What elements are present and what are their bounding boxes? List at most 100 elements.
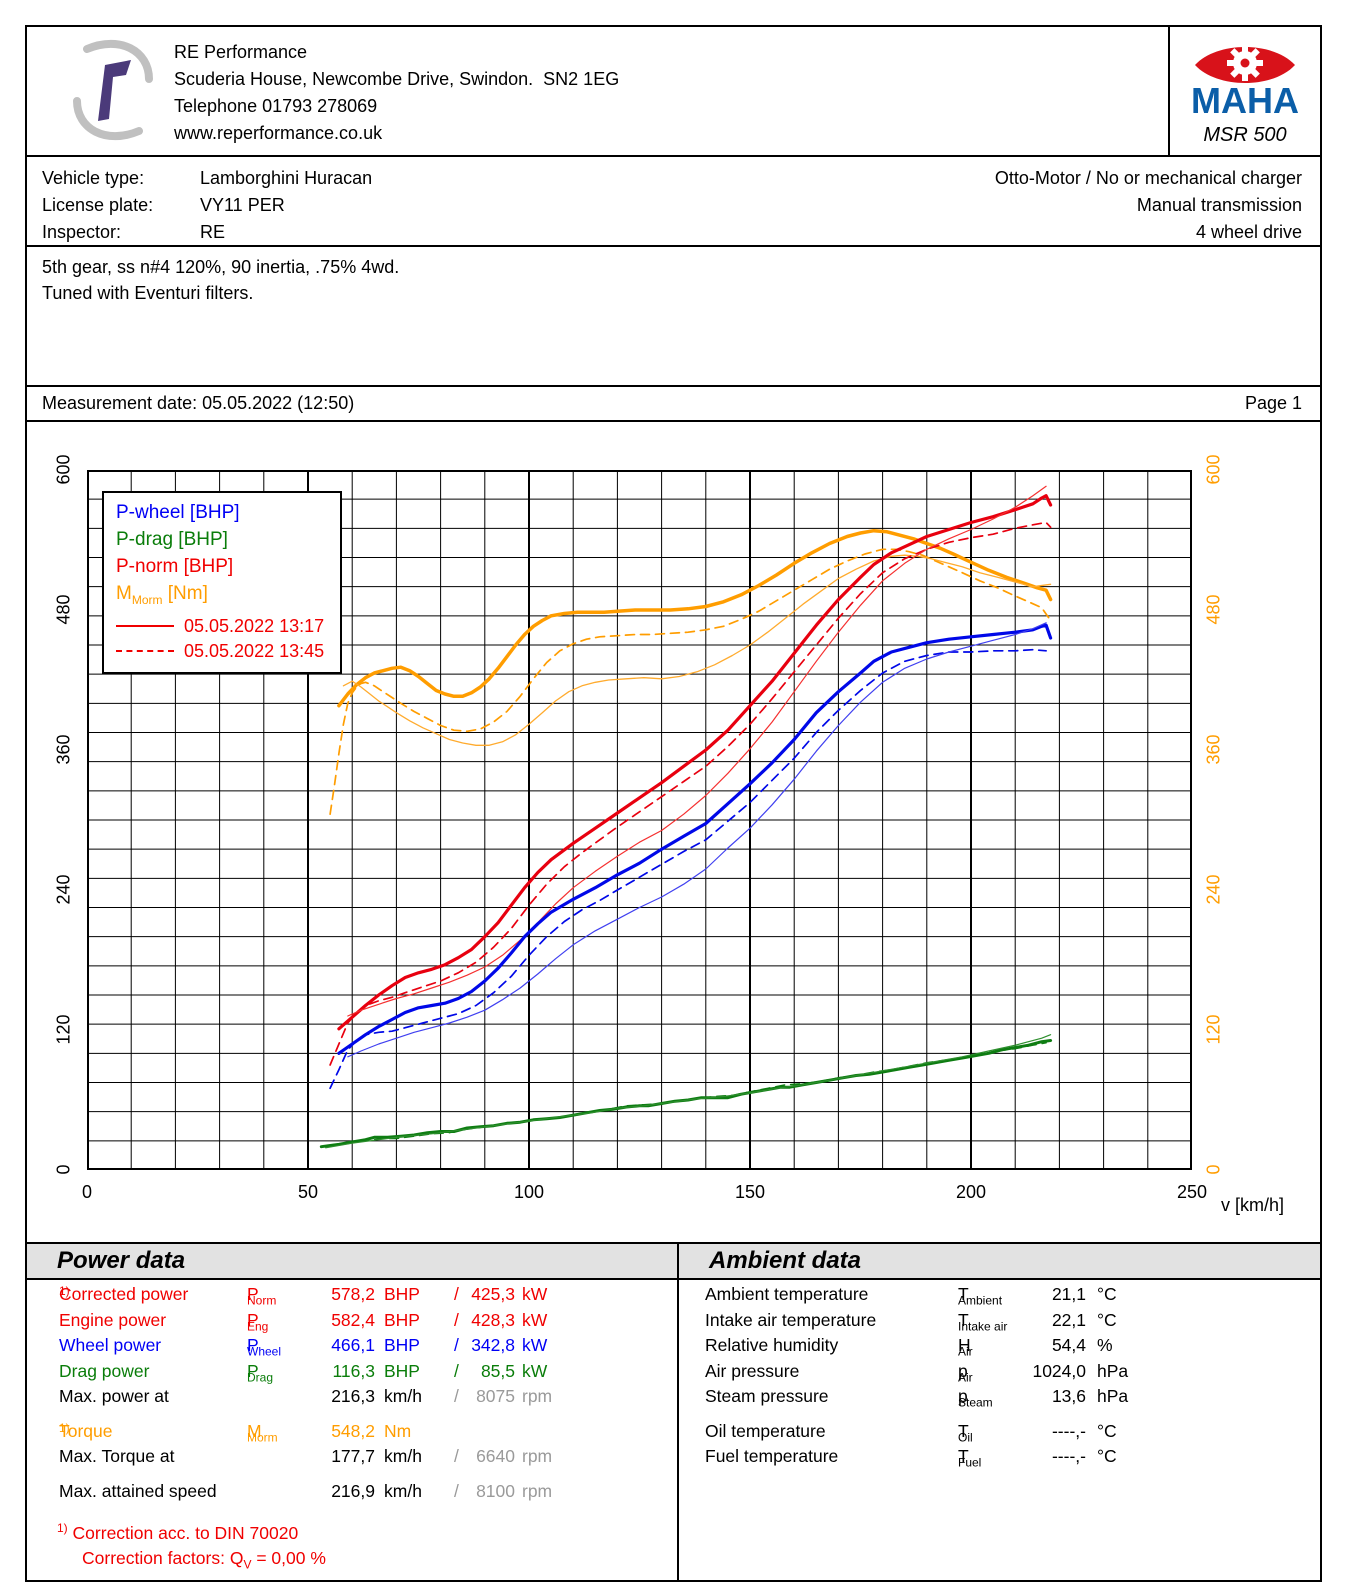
power-data-title: Power data	[57, 1247, 186, 1274]
ambient-data-row: Relative humidity H Air 54,4%	[679, 1335, 1320, 1361]
row-label: Corrected power 1)	[59, 1284, 189, 1304]
curve-pdrag-run1	[319, 1039, 1053, 1149]
row-value-2: 85,5	[480, 1360, 515, 1381]
row-symbol: P Drag	[247, 1360, 274, 1385]
license-plate-value: VY11 PER	[200, 195, 285, 215]
license-plate-label: License plate:	[42, 195, 154, 215]
row-unit-1: km/h	[384, 1386, 422, 1406]
drive-type: 4 wheel drive	[1195, 222, 1302, 242]
y-axis-label-left: 600	[53, 454, 74, 485]
engine-type: Otto-Motor / No or mechanical charger	[994, 168, 1302, 188]
curve-pnorm-run2	[329, 521, 1052, 1066]
transmission-type: Manual transmission	[1136, 195, 1302, 215]
ambient-data-row: Steam pressure p Steam 13,6 hPa	[679, 1386, 1320, 1412]
row-value-2: 425,3	[471, 1284, 515, 1304]
row-value-2: 428,3	[471, 1309, 515, 1330]
legend-run-date: 05.05.2022 13:17	[184, 615, 325, 636]
ambient-data-rows: Ambient temperature T Ambient 21,1 °C Intake …	[679, 1280, 1320, 1472]
ambient-data-column: Ambient data Ambient temperature T Ambient…	[679, 1242, 1320, 1580]
row-value-2: 8075	[476, 1386, 515, 1406]
power-data-row: Torque 1) M Morm 548,2 Nm	[27, 1421, 677, 1447]
legend-entry: P-drag [BHP]	[116, 529, 228, 550]
ambient-data-header: Ambient data	[679, 1242, 1320, 1280]
row-value-2: 6640	[476, 1446, 515, 1466]
solid-line-swatch-icon	[116, 625, 174, 628]
curve-pdrag-run3	[325, 1034, 1052, 1149]
header-section: RE Performance Scuderia House, Newcombe …	[27, 27, 1320, 157]
legend-run-date: 05.05.2022 13:45	[184, 640, 325, 661]
report-page: RE Performance Scuderia House, Newcombe …	[25, 25, 1322, 1582]
power-data-column: Power data Corrected power 1) P Norm 578,2 B…	[27, 1242, 679, 1580]
row-value: ----,-	[1051, 1420, 1086, 1441]
row-value-2: 342,8	[471, 1335, 515, 1355]
row-value-1: 582,4	[331, 1309, 375, 1330]
power-data-row: Drag power P Drag 116,3 BHP/85,5 kW	[59, 1360, 548, 1385]
power-data-row: Engine power P Eng 582,4 BHP/428,3 kW	[59, 1309, 548, 1334]
vehicle-info-left: Vehicle type: Lamborghini Huracan License…	[42, 165, 372, 246]
y-axis-label-left: 240	[53, 874, 74, 905]
footnote-line-2: Correction factors: QV = 0,00 %	[82, 1547, 326, 1572]
row-value-1: 548,2	[331, 1420, 375, 1441]
license-plate-row: License plate: VY11 PER	[42, 192, 372, 219]
inspector-row: Inspector: RE	[42, 219, 372, 246]
row-value: 1024,0	[1032, 1360, 1086, 1381]
row-unit-2: kW	[522, 1309, 548, 1330]
company-phone: Telephone 01793 278069	[174, 96, 378, 116]
power-data-row: Corrected power 1) P Norm 578,2 BHP / 425,3 kW	[27, 1284, 677, 1310]
vehicle-info-section: Vehicle type: Lamborghini Huracan License…	[27, 157, 1320, 247]
y-axis-label-left: 360	[53, 734, 74, 765]
row-unit: °C	[1097, 1420, 1117, 1441]
chart-legend: P-wheel [BHP] P-drag [BHP] P-norm [BHP] MMo…	[102, 491, 342, 674]
vehicle-type-label: Vehicle type:	[42, 168, 145, 188]
row-symbol: p Air	[958, 1360, 973, 1385]
footnote-line-1: 1) Correction acc. to DIN 70020	[57, 1521, 299, 1543]
measurement-bar: Measurement date: 05.05.2022 (12:50) Pag…	[27, 387, 1320, 422]
chart-border	[87, 470, 1192, 1170]
power-data-row: Max. power at 216,3 km/h/8075 rpm	[59, 1386, 553, 1406]
row-label: Torque 1)	[59, 1420, 113, 1441]
company-info: RE Performance Scuderia House, Newcombe …	[174, 39, 619, 147]
y-axis-label-right: 360	[1203, 734, 1224, 765]
row-symbol: T Intake air	[958, 1309, 1008, 1334]
row-unit-1: BHP	[384, 1309, 420, 1330]
ambient-data-row: Ambient temperature T Ambient 21,1 °C	[679, 1284, 1320, 1310]
company-address: Scuderia House, Newcombe Drive, Swindon.…	[174, 69, 620, 89]
maha-logo-cell: MAHA MSR 500	[1168, 27, 1320, 155]
vehicle-type-value: Lamborghini Huracan	[200, 168, 373, 188]
row-separator: /	[454, 1284, 459, 1304]
ambient-data-row: Oil temperature T Oil ----,- °C	[679, 1421, 1320, 1447]
ambient-data-row: Intake air temperature T Intake air 22,1 °C	[679, 1310, 1320, 1336]
x-axis-label: 250	[1176, 1182, 1208, 1202]
row-label: Steam pressure	[705, 1386, 829, 1406]
data-tables-section: Power data Corrected power 1) P Norm 578,2 B…	[27, 1242, 1320, 1580]
row-unit-1: BHP	[384, 1360, 420, 1381]
comments-section: 5th gear, ss n#4 120%, 90 inertia, .75% …	[27, 247, 1320, 387]
row-unit-1: BHP	[384, 1335, 420, 1355]
curve-pwheel-run1	[337, 623, 1053, 1055]
row-separator: /	[454, 1386, 459, 1406]
row-label: Oil temperature	[705, 1420, 826, 1441]
row-symbol: T Ambient	[958, 1284, 1003, 1308]
company-website: www.reperformance.co.uk	[174, 123, 383, 143]
y-axis-label-right: 600	[1203, 454, 1224, 485]
power-data-row: Max. Torque at 177,7 km/h/6640 rpm	[59, 1446, 553, 1466]
row-unit-2: rpm	[522, 1386, 553, 1406]
legend-entry: MMorm [Nm]	[116, 583, 208, 607]
vehicle-info-right: Otto-Motor / No or mechanical charger Ma…	[995, 165, 1302, 246]
curve-pnorm-run3	[347, 485, 1047, 1017]
x-axis-label: 200	[955, 1182, 987, 1202]
power-data-header: Power data	[27, 1242, 677, 1280]
row-unit: hPa	[1097, 1360, 1129, 1381]
x-axis-label: 0	[81, 1182, 92, 1202]
row-symbol: M Morm	[247, 1420, 278, 1445]
x-axis-label: 100	[513, 1182, 545, 1202]
legend-run: 05.05.2022 13:45	[116, 639, 328, 664]
legend-entry: P-wheel [BHP]	[116, 502, 240, 523]
row-symbol: p Steam	[958, 1386, 993, 1410]
company-name: RE Performance	[174, 42, 308, 62]
row-unit-1: km/h	[384, 1480, 422, 1501]
row-symbol: P Eng	[247, 1309, 269, 1334]
row-separator: /	[454, 1446, 459, 1466]
row-label: Ambient temperature	[705, 1284, 869, 1304]
row-unit-2: kW	[522, 1335, 548, 1355]
